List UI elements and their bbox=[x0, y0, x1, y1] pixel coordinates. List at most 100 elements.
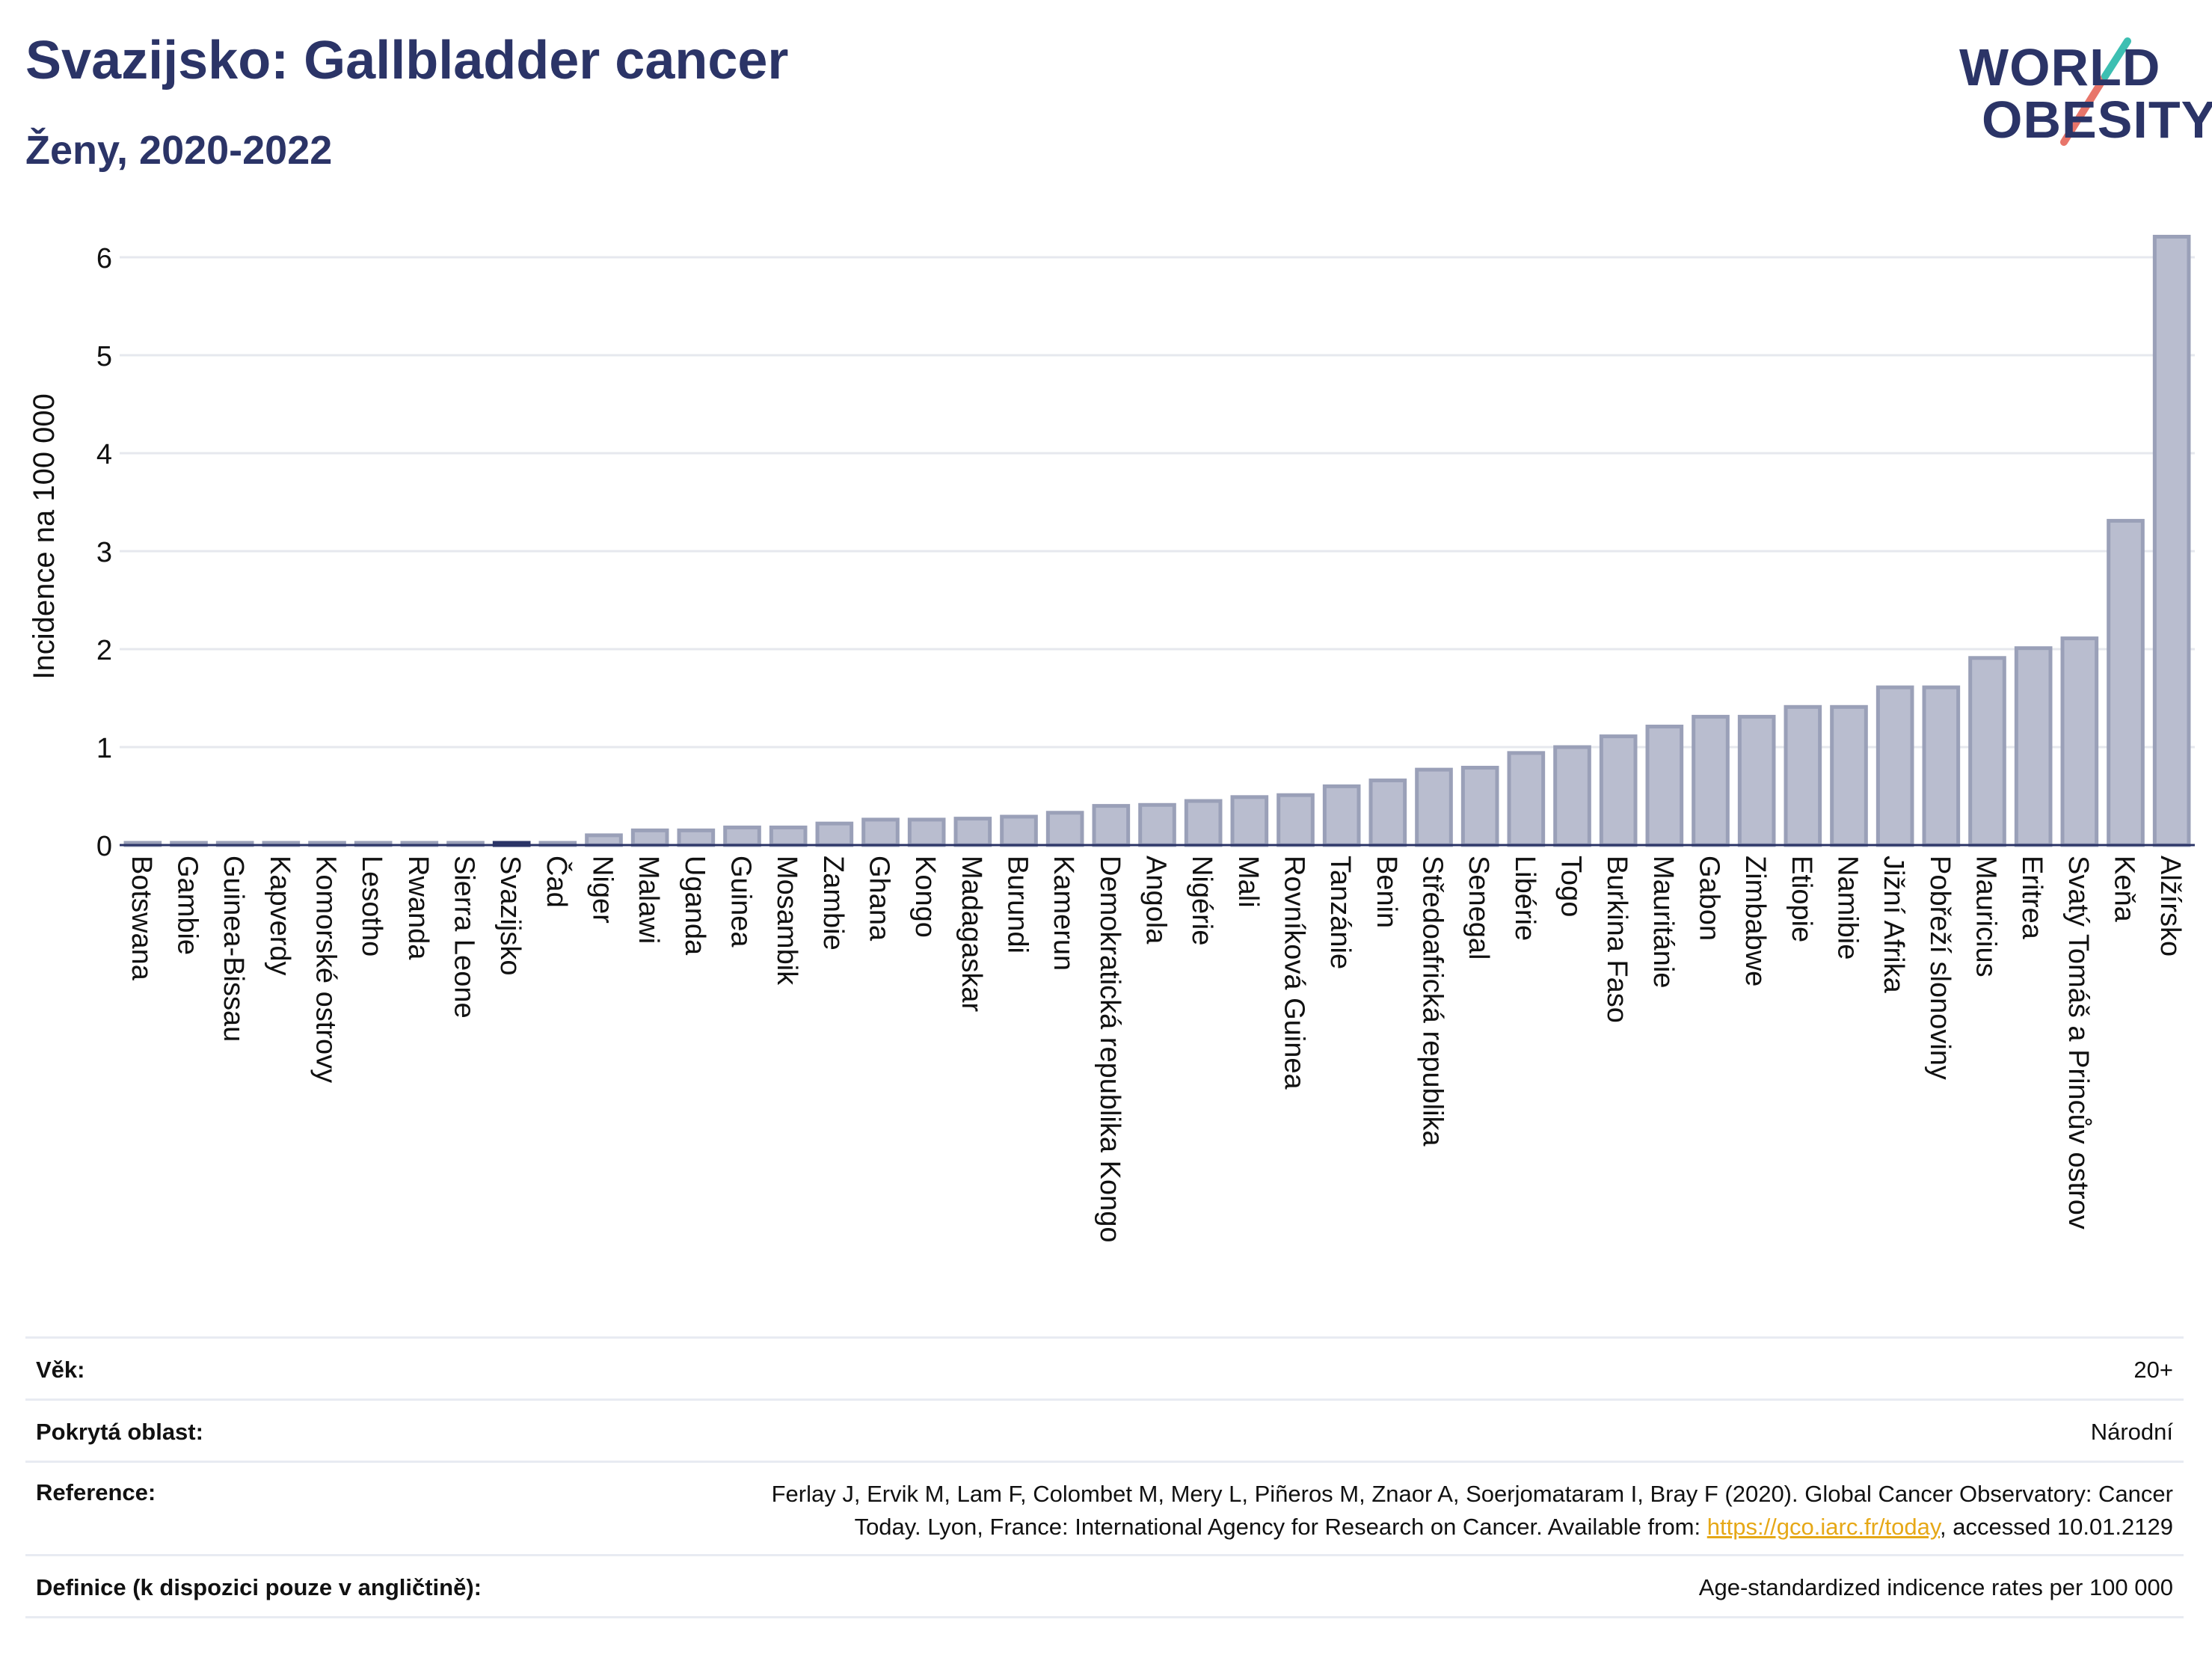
x-tick-label: Mauricius bbox=[1970, 856, 2002, 977]
bar[interactable] bbox=[1000, 814, 1038, 847]
x-tick-label: Zambie bbox=[817, 856, 849, 951]
y-tick-label: 4 bbox=[96, 439, 112, 470]
bar[interactable] bbox=[1368, 779, 1407, 847]
x-tick-label: Komorské ostrovy bbox=[310, 856, 342, 1083]
metadata-table: Věk: 20+ Pokrytá oblast: Národní Referen… bbox=[25, 1336, 2184, 1618]
bar[interactable] bbox=[1276, 793, 1315, 847]
x-tick-label: Rwanda bbox=[402, 856, 434, 960]
bar[interactable] bbox=[1784, 704, 1822, 847]
x-tick-label: Libérie bbox=[1509, 856, 1540, 941]
world-obesity-logo: WORLD OBESITY bbox=[1944, 30, 2212, 165]
bar[interactable] bbox=[861, 817, 900, 847]
x-tick-label: Gabon bbox=[1694, 856, 1725, 941]
bar[interactable] bbox=[2014, 646, 2053, 847]
meta-key: Věk: bbox=[36, 1357, 85, 1383]
x-tick-label: Burkina Faso bbox=[1601, 856, 1632, 1023]
bar[interactable] bbox=[723, 825, 761, 847]
bar[interactable] bbox=[1415, 767, 1453, 847]
x-tick-label: Alžírsko bbox=[2154, 856, 2186, 957]
bar[interactable] bbox=[1922, 685, 1961, 847]
bar[interactable] bbox=[815, 821, 854, 847]
x-tick-label: Lesotho bbox=[356, 856, 387, 957]
chart-title: Svazijsko: Gallbladder cancer bbox=[25, 31, 789, 90]
meta-row-area: Pokrytá oblast: Národní bbox=[25, 1401, 2184, 1463]
x-tick-label: Angola bbox=[1140, 856, 1172, 945]
meta-value: 20+ bbox=[2133, 1357, 2173, 1383]
bar[interactable] bbox=[1322, 784, 1361, 847]
bar[interactable] bbox=[1645, 724, 1684, 847]
x-tick-label: Středoafrická republika bbox=[1417, 856, 1448, 1147]
x-tick-label: Mosambik bbox=[771, 856, 802, 986]
x-tick-label: Gambie bbox=[172, 856, 203, 955]
bar[interactable] bbox=[1553, 745, 1591, 847]
logo-slash-icon bbox=[2060, 37, 2131, 146]
x-tick-label: Kongo bbox=[909, 856, 941, 938]
x-tick-label: Keňa bbox=[2109, 856, 2140, 923]
reference-link[interactable]: https://gco.iarc.fr/today bbox=[1706, 1514, 1941, 1540]
meta-row-definition: Definice (k dispozici pouze v angličtině… bbox=[25, 1556, 2184, 1618]
x-tick-label: Burundi bbox=[1002, 856, 1033, 954]
y-tick-label: 5 bbox=[96, 341, 112, 372]
logo-text-obesity: OBESITY bbox=[1982, 90, 2212, 149]
bar[interactable] bbox=[585, 833, 623, 847]
bar[interactable] bbox=[1692, 714, 1730, 847]
y-tick-label: 1 bbox=[96, 733, 112, 764]
x-tick-label: Togo bbox=[1555, 856, 1587, 917]
x-tick-label: Malawi bbox=[633, 856, 664, 944]
x-tick-label: Benin bbox=[1371, 856, 1402, 928]
bar[interactable] bbox=[1184, 799, 1223, 847]
y-tick-label: 0 bbox=[96, 831, 112, 862]
meta-value: Age-standardized indicence rates per 100… bbox=[1698, 1574, 2173, 1600]
bar[interactable] bbox=[1138, 802, 1176, 847]
x-tick-label: Namibie bbox=[1832, 856, 1864, 959]
bar[interactable] bbox=[2060, 636, 2099, 847]
bar[interactable] bbox=[677, 828, 716, 847]
x-tick-label: Tanzánie bbox=[1324, 856, 1356, 969]
bar[interactable] bbox=[2152, 234, 2191, 847]
x-tick-label: Svazijsko bbox=[494, 856, 526, 976]
bar[interactable] bbox=[1460, 766, 1499, 847]
x-tick-label: Guinea bbox=[725, 856, 757, 948]
x-tick-label: Demokratická republika Kongo bbox=[1094, 856, 1125, 1243]
bar[interactable] bbox=[1968, 656, 2006, 847]
bar[interactable] bbox=[1230, 795, 1269, 847]
x-tick-label: Svatý Tomáš a Princův ostrov bbox=[2062, 856, 2094, 1229]
x-tick-label: Čad bbox=[541, 856, 574, 908]
bar[interactable] bbox=[1737, 714, 1776, 847]
bar[interactable] bbox=[1092, 804, 1131, 847]
reference-line-2-post: , accessed 10.01.2129 bbox=[1940, 1514, 2173, 1540]
bar[interactable] bbox=[1045, 811, 1084, 847]
x-tick-label: Zimbabwe bbox=[1739, 856, 1771, 986]
y-axis-ticks: 0 1 2 3 4 5 6 bbox=[96, 243, 112, 862]
bar[interactable] bbox=[2107, 518, 2145, 847]
bar[interactable] bbox=[953, 817, 992, 847]
bar[interactable] bbox=[769, 825, 808, 847]
y-tick-label: 3 bbox=[96, 537, 112, 568]
logo-text-world: WORLD bbox=[1959, 38, 2161, 96]
meta-row-age: Věk: 20+ bbox=[25, 1339, 2184, 1401]
x-tick-label: Eritrea bbox=[2016, 856, 2047, 940]
bar[interactable] bbox=[1507, 751, 1546, 847]
meta-value: Národní bbox=[2090, 1419, 2173, 1445]
x-tick-label: Guinea-Bissau bbox=[218, 856, 249, 1042]
reference-line-1: Ferlay J, Ervik M, Lam F, Colombet M, Me… bbox=[771, 1481, 2173, 1507]
bar[interactable] bbox=[1875, 685, 1914, 847]
x-tick-label: Etiopie bbox=[1786, 856, 1817, 942]
x-tick-label: Ghana bbox=[864, 856, 895, 942]
bar[interactable] bbox=[907, 817, 946, 847]
chart-gridlines bbox=[120, 256, 2195, 749]
x-tick-label: Madagaskar bbox=[956, 856, 987, 1012]
reference-line-2-pre: Today. Lyon, France: International Agenc… bbox=[854, 1514, 1707, 1540]
bar[interactable] bbox=[630, 828, 669, 847]
x-tick-label: Senegal bbox=[1463, 856, 1494, 959]
x-tick-label: Pobřeží slonoviny bbox=[1924, 856, 1956, 1080]
y-tick-label: 2 bbox=[96, 635, 112, 666]
x-tick-label: Uganda bbox=[679, 856, 710, 956]
bar[interactable] bbox=[1830, 704, 1868, 847]
x-tick-label: Jižní Afrika bbox=[1878, 856, 1909, 994]
bar-chart: 0 1 2 3 4 5 6 Botswana Gambie Guinea-Bissau Kapve… bbox=[28, 234, 2195, 1243]
y-axis-label: Incidence na 100 000 bbox=[28, 393, 61, 680]
x-tick-label: Rovníková Guinea bbox=[1279, 856, 1310, 1090]
bar[interactable] bbox=[1599, 734, 1638, 847]
y-tick-label: 6 bbox=[96, 243, 112, 274]
